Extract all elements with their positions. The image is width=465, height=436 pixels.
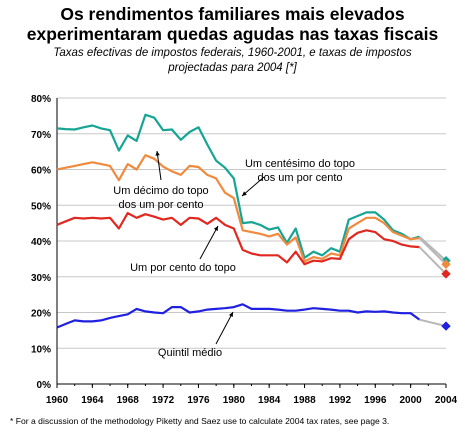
- footnote: * For a discussion of the methodology Pi…: [10, 416, 390, 426]
- chart-title-line1: Os rendimentos familiares mais elevados: [60, 4, 405, 24]
- x-tick-label: 1992: [329, 395, 352, 406]
- projection-line: [418, 237, 447, 265]
- series-label-top-one-percent: Um por cento do topo: [130, 262, 236, 274]
- projection-marker: [441, 269, 451, 279]
- series-label-top-tenth: Um décimo do topo: [113, 185, 208, 197]
- projection-marker: [441, 259, 451, 269]
- series-label-middle-quintile: Quintil médio: [158, 347, 222, 359]
- y-tick-label: 70%: [31, 130, 51, 141]
- x-tick-label: 1984: [258, 395, 281, 406]
- series-line: [56, 154, 420, 263]
- projection-line: [418, 246, 447, 275]
- y-tick-label: 30%: [31, 273, 51, 284]
- chart-subtitle: Taxas efectivas de impostos federais, 19…: [0, 46, 465, 76]
- x-tick-label: 2000: [400, 395, 423, 406]
- annotation-arrow: [199, 225, 219, 260]
- annotation-arrow: [241, 176, 265, 197]
- y-tick-label: 10%: [31, 344, 51, 355]
- annotation-arrowhead: [213, 226, 218, 231]
- chart-subtitle-line1: Taxas efectivas de impostos federais, 19…: [53, 47, 412, 59]
- chart-title-line2: experimentaram quedas agudas nas taxas f…: [26, 24, 439, 44]
- x-tick-label: 2004: [435, 395, 458, 406]
- x-tick-label: 1988: [293, 395, 316, 406]
- x-tick-label: 1968: [117, 395, 140, 406]
- y-tick-label: 60%: [31, 166, 51, 177]
- y-tick-label: 50%: [31, 201, 51, 212]
- x-tick-label: 1972: [152, 395, 175, 406]
- x-tick-label: 1964: [81, 395, 104, 406]
- x-tick-label: 1960: [46, 395, 69, 406]
- series-label-top-hundredth: Um centésimo do topo: [245, 158, 355, 170]
- chart-title: Os rendimentos familiares mais elevados …: [0, 4, 465, 44]
- annotation-arrowhead: [155, 151, 160, 156]
- annotation-arrow: [215, 311, 234, 345]
- y-tick-label: 80%: [31, 94, 51, 105]
- annotation-arrowhead: [242, 191, 247, 196]
- y-tick-label: 20%: [31, 309, 51, 320]
- projection-line: [418, 235, 447, 262]
- chart-subtitle-line2: projectadas para 2004 [*]: [168, 62, 297, 74]
- x-tick-label: 1980: [223, 395, 246, 406]
- y-tick-label: 40%: [31, 237, 51, 248]
- projection-line: [419, 318, 447, 328]
- series-label-top-hundredth: dos um por cento: [258, 172, 343, 184]
- series-line: [56, 113, 420, 259]
- projection-marker: [441, 321, 451, 331]
- series-line: [56, 303, 421, 329]
- annotation-arrow: [156, 150, 162, 181]
- series-line: [56, 212, 420, 266]
- y-tick-label: 0%: [37, 380, 52, 391]
- x-tick-label: 1976: [187, 395, 210, 406]
- x-tick-label: 1996: [364, 395, 387, 406]
- series-label-top-tenth: dos um por cento: [119, 199, 204, 211]
- annotation-arrowhead: [228, 312, 233, 317]
